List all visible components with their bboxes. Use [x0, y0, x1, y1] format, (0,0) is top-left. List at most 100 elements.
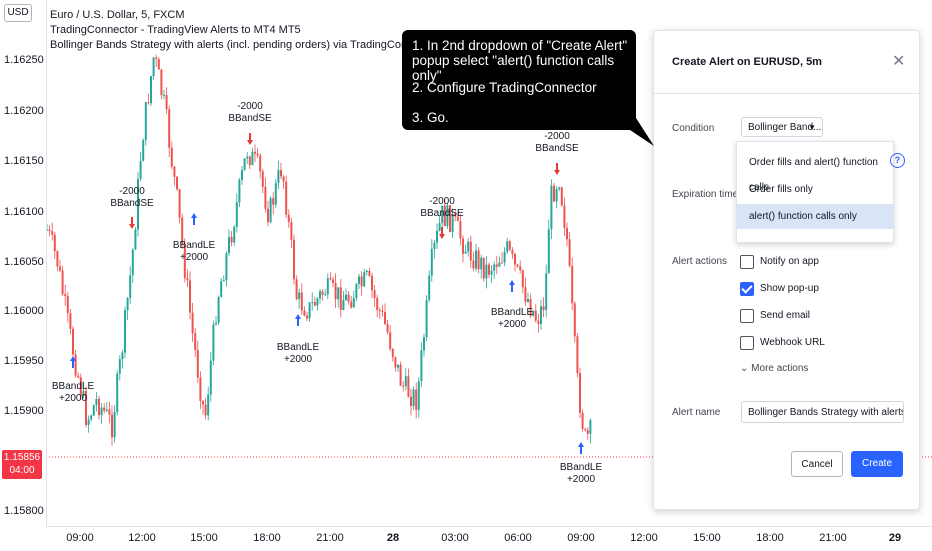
- candle-body: [503, 251, 506, 263]
- help-icon[interactable]: ?: [890, 153, 905, 168]
- notify-app-label: Notify on app: [760, 256, 819, 267]
- candle-body: [519, 266, 522, 271]
- candle-body: [129, 275, 132, 299]
- candle-body: [485, 264, 488, 279]
- candle-body: [165, 94, 168, 110]
- send-email-checkbox[interactable]: [740, 309, 754, 323]
- candle-body: [61, 270, 64, 295]
- candle-body: [355, 283, 358, 298]
- current-price: 1.15856: [3, 452, 41, 463]
- candle-body: [170, 147, 173, 167]
- send-email-label: Send email: [760, 310, 811, 321]
- candle-body: [506, 241, 509, 252]
- date-tick: 28: [386, 532, 400, 544]
- candle-body: [300, 292, 303, 311]
- candle-body: [324, 294, 327, 296]
- candle-body: [243, 158, 246, 171]
- strategy-title: Bollinger Bands Strategy with alerts (in…: [50, 39, 482, 51]
- candle-body: [404, 376, 407, 387]
- candle-body: [576, 336, 579, 374]
- long-arrow-icon: [70, 356, 76, 368]
- candle-body: [524, 287, 527, 302]
- cancel-button[interactable]: Cancel: [791, 451, 843, 477]
- time-tick: 15:00: [190, 532, 218, 544]
- candle-body: [321, 291, 324, 295]
- currency-button[interactable]: USD: [4, 4, 32, 22]
- candle-body: [368, 270, 371, 276]
- candle-body: [64, 294, 67, 297]
- create-button[interactable]: Create: [851, 451, 903, 477]
- candle-body: [56, 251, 59, 267]
- alert-name-input[interactable]: Bollinger Bands Strategy with alerts via…: [741, 401, 904, 423]
- candle-body: [199, 377, 202, 401]
- candle-body: [376, 297, 379, 310]
- candle-body: [521, 270, 524, 288]
- candle-body: [267, 208, 269, 223]
- candle-body: [558, 187, 561, 190]
- webhook-checkbox[interactable]: [740, 336, 754, 350]
- candle-body: [488, 264, 490, 275]
- candle-body: [402, 385, 405, 387]
- candle-body: [157, 58, 160, 70]
- candle-body: [436, 230, 438, 243]
- candle-body: [495, 264, 498, 267]
- candle-body: [220, 281, 223, 298]
- candle-body: [560, 187, 563, 206]
- candle-body: [209, 360, 212, 395]
- close-icon[interactable]: ✕: [892, 53, 906, 70]
- long-arrow-icon: [295, 314, 301, 326]
- candle-body: [103, 407, 106, 411]
- time-axis[interactable]: 09:00 12:00 15:00 18:00 21:00 28 03:00 0…: [46, 526, 932, 551]
- candle-body: [53, 234, 56, 252]
- more-actions-toggle[interactable]: ⌄ More actions: [740, 363, 808, 374]
- candle-body: [152, 57, 155, 77]
- candle-body: [66, 296, 69, 314]
- candle-body: [108, 409, 111, 415]
- long-entry-label: BBandLE +2000: [276, 342, 320, 365]
- candle-body: [134, 229, 137, 250]
- candle-body: [168, 109, 171, 148]
- candle-body: [261, 171, 264, 187]
- candle-body: [386, 323, 389, 333]
- candle-body: [150, 76, 152, 104]
- chevron-down-icon: ⌄: [740, 363, 749, 374]
- candle-body: [280, 169, 282, 177]
- candle-body: [51, 231, 54, 235]
- condition-select[interactable]: Bollinger Band... ▼: [741, 117, 823, 137]
- candle-body: [191, 312, 194, 334]
- candle-body: [579, 373, 581, 413]
- candle-body: [407, 376, 410, 397]
- candle-body: [59, 266, 61, 271]
- candle-body: [566, 227, 568, 240]
- chart-legend: Euro / U.S. Dollar, 5, FXCM TradingConne…: [50, 8, 481, 53]
- candle-body: [472, 260, 475, 269]
- price-tick: 1.16050: [4, 256, 44, 268]
- candle-body: [415, 389, 418, 410]
- option-order-fills-only[interactable]: Order fills only: [749, 184, 813, 195]
- candle-body: [139, 160, 142, 180]
- candle-body: [144, 102, 147, 141]
- candle-body: [365, 270, 368, 273]
- dialog-title: Create Alert on EURUSD, 5m: [672, 56, 822, 68]
- candle-body: [498, 262, 501, 267]
- price-axis[interactable]: USD 1.16250 1.16200 1.16150 1.16100 1.16…: [0, 0, 47, 526]
- callout-step2: 2. Configure TradingConnector: [412, 80, 597, 95]
- candle-body: [441, 205, 444, 224]
- show-popup-checkbox[interactable]: [740, 282, 754, 296]
- indicator-title: TradingConnector - TradingView Alerts to…: [50, 24, 301, 36]
- candle-body: [222, 280, 225, 282]
- candle-body: [303, 310, 306, 316]
- candle-body: [553, 185, 555, 202]
- candle-body: [501, 262, 503, 264]
- notify-app-checkbox[interactable]: [740, 255, 754, 269]
- option-alert-calls-only[interactable]: alert() function calls only: [737, 204, 893, 229]
- candle-body: [316, 298, 319, 306]
- candle-body: [537, 320, 540, 325]
- condition-dropdown-menu: Order fills and alert() function calls O…: [736, 141, 894, 243]
- candle-body: [118, 359, 121, 374]
- chevron-down-icon: ▼: [808, 123, 816, 132]
- candle-body: [339, 287, 342, 311]
- price-tick: 1.16150: [4, 155, 44, 167]
- option-order-fills-and-alert[interactable]: Order fills and alert() function calls: [749, 157, 878, 193]
- time-tick: 18:00: [756, 532, 784, 544]
